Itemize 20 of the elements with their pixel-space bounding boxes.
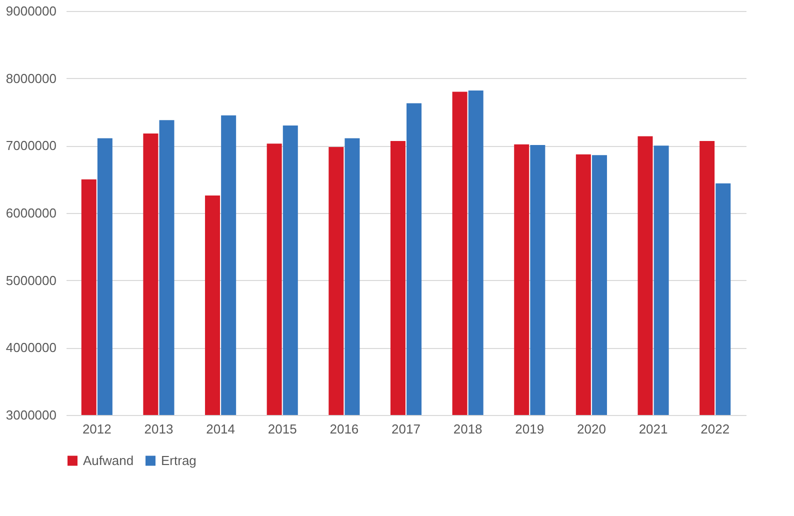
y-tick-label: 7000000 bbox=[6, 138, 56, 154]
y-tick-label: 5000000 bbox=[6, 272, 56, 288]
y-tick-label: 9000000 bbox=[6, 4, 56, 18]
x-tick-label: 2015 bbox=[268, 422, 297, 436]
x-tick-label: 2019 bbox=[515, 422, 544, 436]
legend-label: Aufwand bbox=[83, 452, 134, 468]
x-tick-label: 2016 bbox=[330, 422, 359, 436]
x-tick-label: 2022 bbox=[700, 422, 730, 436]
y-tick-label: 8000000 bbox=[6, 70, 56, 86]
legend-label: Ertrag bbox=[161, 452, 196, 468]
x-tick-label: 2013 bbox=[144, 422, 174, 436]
x-tick-label: 2021 bbox=[638, 422, 668, 436]
y-tick-label: 3000000 bbox=[6, 408, 56, 422]
x-tick-label: 2012 bbox=[82, 422, 112, 436]
y-tick-label: 6000000 bbox=[6, 206, 56, 220]
x-tick-label: 2017 bbox=[392, 422, 420, 436]
x-tick-label: 2020 bbox=[576, 422, 606, 436]
x-tick-label: 2014 bbox=[206, 422, 236, 436]
x-tick-label: 2018 bbox=[453, 422, 482, 436]
y-tick-label: 4000000 bbox=[6, 340, 56, 356]
